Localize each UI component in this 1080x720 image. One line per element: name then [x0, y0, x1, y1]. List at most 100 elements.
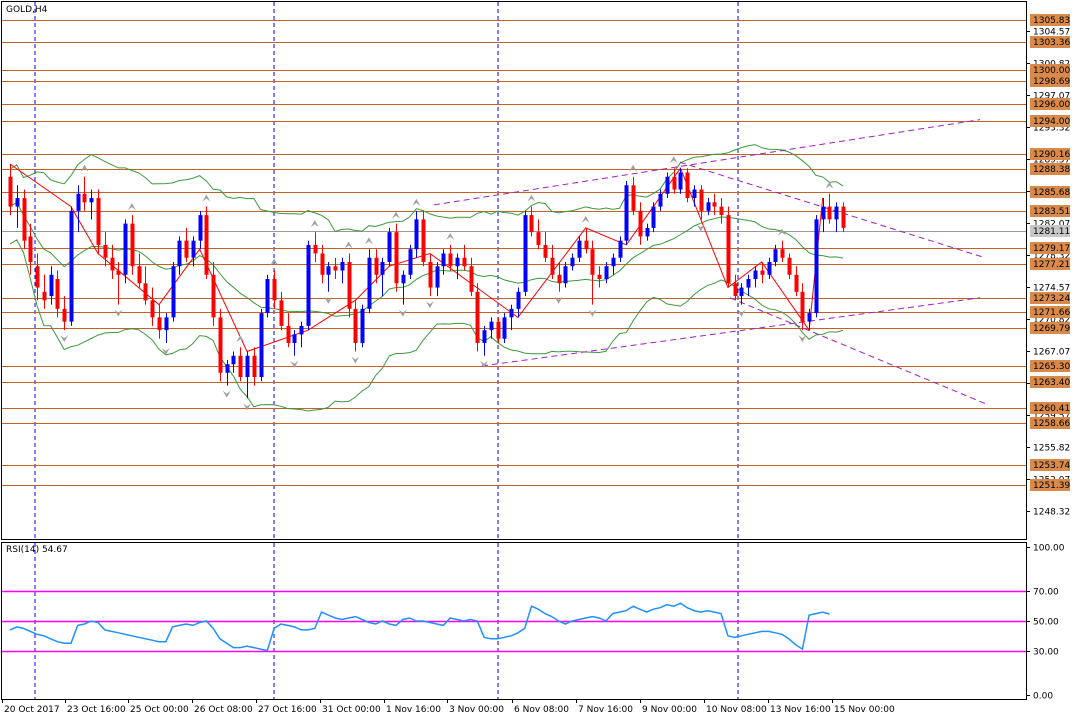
candle-2: [22, 189, 27, 250]
candle-63: [435, 261, 440, 297]
candle-58: [401, 270, 406, 305]
rsi-tick-label-2: 50.00: [1033, 618, 1059, 628]
candle-body-59: [408, 249, 413, 275]
candle-14: [103, 232, 108, 267]
candle-60: [414, 210, 419, 258]
level-tag-9-box: [1030, 205, 1070, 217]
time-tick-label-3: 26 Oct 08:00: [194, 705, 253, 715]
price-tick-label-8: 1274.57: [1033, 284, 1070, 294]
candle-78: [536, 219, 541, 250]
bollinger-bands: [9, 144, 844, 412]
candle-68: [469, 257, 474, 297]
fractal-down-108: [737, 309, 746, 317]
candle-body-0: [8, 176, 13, 207]
candle-body-109: [746, 279, 751, 288]
level-tag-5-label: 1294.00: [1033, 117, 1070, 127]
level-tag-20-box: [1030, 479, 1070, 491]
candle-115: [787, 253, 792, 280]
candle-4: [35, 253, 40, 301]
price-tick-label-7: 1278.32: [1033, 252, 1070, 262]
candle-body-66: [455, 257, 460, 267]
level-tag-11-label: 1277.21: [1033, 260, 1070, 270]
candle-87: [597, 266, 602, 288]
candle-body-89: [611, 257, 616, 267]
candle-body-96: [658, 193, 663, 207]
level-tag-0-box: [1030, 14, 1070, 26]
candle-88: [604, 261, 609, 284]
candle-56: [387, 227, 392, 267]
level-tag-3-box: [1030, 75, 1070, 87]
time-tick-label-2: 25 Oct 00:00: [130, 705, 189, 715]
candle-107: [733, 274, 738, 301]
candle-body-21: [150, 300, 155, 318]
candle-body-57: [394, 232, 399, 284]
price-tick-label-3: 1293.32: [1033, 124, 1070, 134]
level-tag-18-box: [1030, 417, 1070, 429]
fractal-down-62: [425, 301, 434, 309]
candle-24: [171, 261, 176, 322]
candle-body-90: [618, 240, 623, 258]
candle-51: [353, 300, 358, 352]
fractal-up-92: [629, 164, 638, 172]
candle-body-39: [272, 279, 277, 301]
candle-53: [367, 249, 372, 314]
candle-44: [306, 240, 311, 331]
fractal-up-85: [581, 215, 590, 223]
candle-body-24: [171, 266, 176, 318]
candle-15: [110, 244, 115, 280]
candle-1: [15, 185, 20, 228]
candle-75: [516, 287, 521, 318]
fractal-down-35: [243, 403, 252, 411]
candle-22: [157, 304, 162, 339]
candle-body-65: [448, 253, 453, 267]
candle-65: [448, 244, 453, 271]
candles: [8, 163, 846, 399]
candle-42: [292, 330, 297, 356]
level-tag-19-box: [1030, 459, 1070, 471]
time-tick-label-0: 20 Oct 2017: [4, 705, 60, 715]
candle-66: [455, 253, 460, 280]
candle-body-91: [624, 185, 629, 241]
candle-body-68: [469, 266, 474, 292]
fractal-down-70: [480, 360, 489, 368]
price-panel-frame: [1, 1, 1027, 540]
candle-body-116: [794, 274, 799, 292]
candle-body-12: [89, 198, 94, 203]
candle-10: [76, 185, 81, 233]
candle-body-51: [353, 308, 358, 343]
candle-body-35: [245, 355, 250, 378]
candle-body-84: [577, 240, 582, 258]
candle-body-80: [550, 257, 555, 275]
candle-body-42: [292, 334, 297, 343]
candle-26: [184, 227, 189, 262]
level-tag-8-label: 1285.68: [1033, 188, 1070, 198]
candle-body-36: [252, 355, 257, 378]
fractal-up-53: [364, 237, 373, 245]
candle-body-75: [516, 291, 521, 309]
fractal-up-114: [778, 228, 787, 236]
candle-89: [611, 253, 616, 275]
candle-body-71: [489, 321, 494, 331]
candle-body-46: [320, 253, 325, 275]
candle-body-31: [218, 317, 223, 373]
candle-body-10: [76, 193, 81, 211]
candle-50: [347, 253, 352, 318]
rsi-tick-label-1: 70.00: [1033, 588, 1059, 598]
level-tag-15-box: [1030, 360, 1070, 372]
candle-body-79: [543, 244, 548, 258]
candle-18: [130, 215, 135, 275]
candle-3: [28, 223, 33, 275]
candle-body-76: [523, 215, 528, 292]
candle-84: [577, 236, 582, 262]
fractal-up-60: [412, 198, 421, 206]
candle-body-53: [367, 257, 372, 309]
price-tick-label-6: 1282.07: [1033, 220, 1070, 230]
level-tag-3-label: 1298.69: [1033, 77, 1070, 87]
candle-48: [333, 257, 338, 280]
candle-body-5: [42, 291, 47, 301]
level-tag-19-label: 1253.74: [1033, 461, 1070, 471]
candle-body-50: [347, 261, 352, 309]
candle-100: [685, 168, 690, 203]
time-tick-label-4: 27 Oct 16:00: [258, 705, 317, 715]
candle-20: [143, 266, 148, 305]
